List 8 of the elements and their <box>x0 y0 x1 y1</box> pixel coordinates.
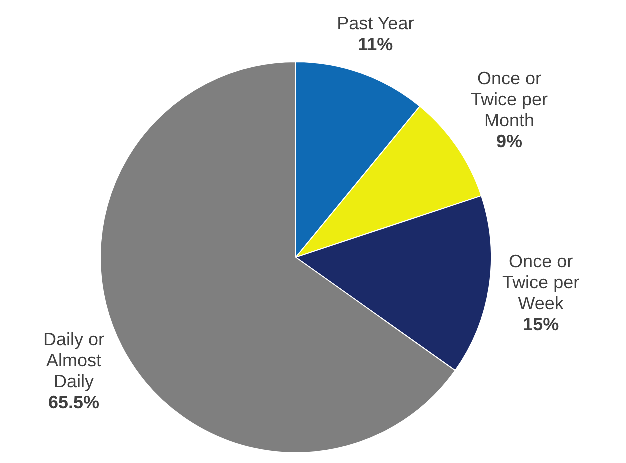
data-label: 9% <box>496 131 523 152</box>
data-label: 11% <box>358 34 394 54</box>
data-label: 65.5% <box>48 392 100 413</box>
slice-label: Past Year <box>337 13 414 34</box>
slice-label: Daily or Almost Daily <box>43 330 104 392</box>
data-label: 15% <box>523 314 560 335</box>
slice-label: Once or Twice per Week <box>502 252 580 314</box>
slice-label: Once or Twice per Month <box>471 68 548 130</box>
